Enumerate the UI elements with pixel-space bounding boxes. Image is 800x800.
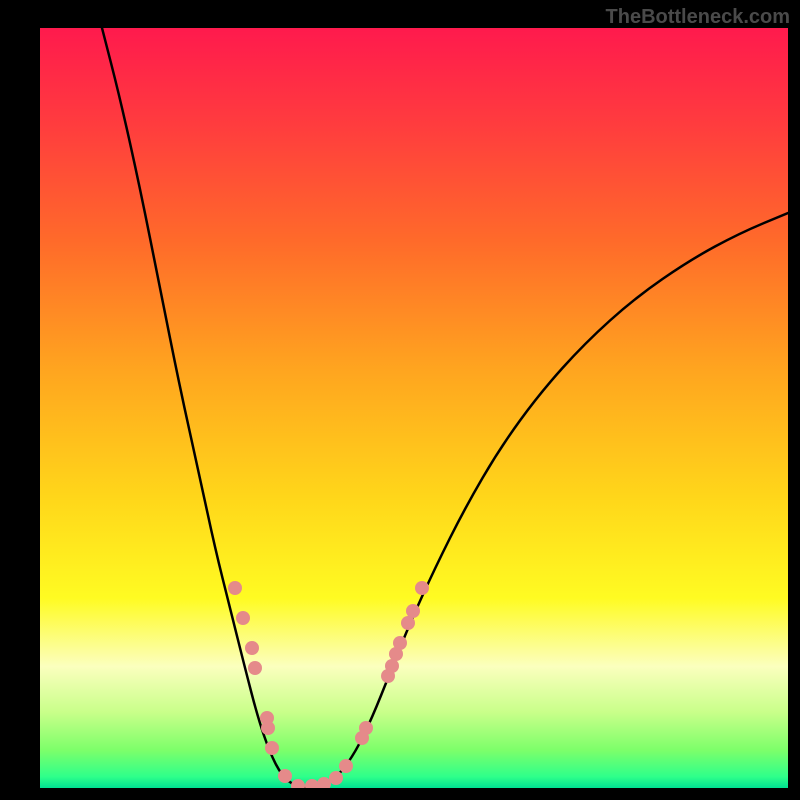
chart-container: TheBottleneck.com bbox=[0, 0, 800, 800]
data-marker bbox=[339, 759, 353, 773]
chart-svg bbox=[40, 28, 788, 788]
watermark-text: TheBottleneck.com bbox=[606, 6, 790, 29]
data-marker bbox=[265, 741, 279, 755]
data-marker bbox=[236, 611, 250, 625]
data-marker bbox=[401, 616, 415, 630]
gradient-background bbox=[40, 28, 788, 788]
data-marker bbox=[329, 771, 343, 785]
data-marker bbox=[359, 721, 373, 735]
data-marker bbox=[278, 769, 292, 783]
data-marker bbox=[406, 604, 420, 618]
plot-area bbox=[40, 28, 788, 788]
data-marker bbox=[248, 661, 262, 675]
data-marker bbox=[245, 641, 259, 655]
data-marker bbox=[393, 636, 407, 650]
data-marker bbox=[415, 581, 429, 595]
data-marker bbox=[228, 581, 242, 595]
data-marker bbox=[261, 721, 275, 735]
data-marker bbox=[385, 659, 399, 673]
